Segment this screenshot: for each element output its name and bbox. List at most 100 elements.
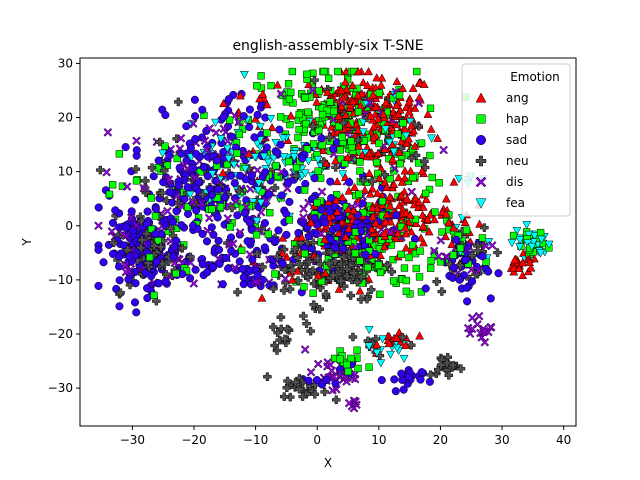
data-point-fea	[229, 161, 239, 170]
data-point-dis	[434, 251, 443, 261]
data-point-neu	[160, 166, 169, 175]
data-point-sad	[114, 252, 124, 261]
data-point-ang	[306, 218, 316, 227]
data-point-dis	[351, 242, 360, 252]
data-point-ang	[373, 114, 383, 123]
data-point-ang	[367, 203, 377, 212]
data-point-sad	[168, 217, 178, 226]
data-point-hap	[286, 120, 294, 129]
data-point-neu	[279, 392, 289, 401]
data-point-sad	[304, 376, 313, 385]
data-point-dis	[139, 183, 149, 193]
data-point-neu	[178, 243, 187, 253]
data-point-sad	[94, 245, 103, 254]
data-point-hap	[365, 236, 373, 244]
data-point-hap	[161, 142, 169, 150]
data-point-sad	[108, 218, 118, 227]
data-point-sad	[165, 151, 174, 160]
data-point-ang	[392, 100, 401, 110]
data-point-ang	[258, 89, 268, 98]
y-tick-label: −10	[48, 273, 73, 287]
data-point-ang	[393, 228, 403, 237]
data-point-neu	[467, 251, 477, 260]
data-point-ang	[321, 268, 330, 277]
data-point-hap	[257, 72, 265, 80]
legend: Emotion ang hap sad neu dis fea	[461, 63, 571, 217]
data-point-dis	[245, 184, 255, 194]
data-point-hap	[252, 231, 261, 239]
data-point-neu	[291, 171, 301, 181]
data-point-ang	[348, 96, 358, 105]
data-point-sad	[151, 204, 160, 213]
data-point-sad	[230, 179, 239, 188]
data-point-neu	[141, 176, 150, 186]
data-point-ang	[406, 166, 416, 175]
data-point-dis	[308, 85, 317, 95]
data-point-sad	[468, 277, 477, 286]
data-point-neu	[280, 334, 290, 344]
data-point-hap	[365, 363, 373, 371]
data-point-sad	[238, 264, 247, 274]
data-point-hap	[376, 290, 384, 298]
data-point-hap	[115, 150, 124, 158]
data-point-ang	[378, 109, 388, 118]
data-point-sad	[322, 375, 331, 385]
data-point-sad	[212, 156, 221, 165]
data-point-neu	[444, 371, 454, 380]
data-point-sad	[461, 255, 470, 264]
data-point-neu	[309, 279, 319, 288]
data-point-hap	[324, 74, 333, 83]
data-point-neu	[357, 272, 366, 282]
data-point-sad	[243, 237, 252, 246]
data-point-hap	[300, 283, 308, 291]
data-point-dis	[122, 182, 132, 192]
data-point-sad	[494, 269, 503, 278]
data-point-neu	[279, 286, 289, 295]
data-point-ang	[334, 111, 343, 120]
data-point-dis	[277, 167, 286, 177]
data-point-neu	[328, 271, 338, 280]
data-point-sad	[235, 257, 244, 266]
data-point-dis	[474, 311, 484, 321]
data-point-ang	[418, 202, 428, 211]
data-point-hap	[351, 228, 360, 236]
data-point-ang	[366, 111, 375, 120]
data-point-sad	[215, 259, 224, 268]
data-point-sad	[261, 168, 270, 177]
data-point-dis	[474, 266, 484, 275]
data-point-hap	[285, 216, 294, 224]
data-point-ang	[525, 257, 534, 266]
data-point-neu	[420, 157, 429, 166]
data-point-fea	[269, 154, 279, 163]
data-point-neu	[346, 291, 355, 300]
data-point-neu	[109, 238, 118, 248]
data-point-ang	[355, 286, 365, 295]
data-point-fea	[427, 134, 436, 143]
data-point-hap	[285, 157, 293, 166]
data-point-hap	[235, 130, 244, 139]
data-point-dis	[467, 324, 477, 334]
data-point-sad	[214, 185, 223, 194]
data-point-sad	[463, 297, 472, 306]
data-point-fea	[250, 153, 260, 162]
data-point-ang	[368, 90, 378, 99]
data-point-neu	[321, 290, 331, 299]
data-point-neu	[96, 165, 105, 175]
data-point-neu	[125, 280, 135, 290]
data-point-fea	[507, 239, 517, 248]
data-point-neu	[287, 265, 297, 275]
data-point-ang	[320, 234, 330, 244]
data-point-fea	[376, 359, 386, 368]
data-point-hap	[356, 257, 364, 265]
data-point-ang	[365, 189, 375, 198]
data-point-ang	[424, 227, 434, 236]
data-point-neu	[331, 163, 340, 172]
data-point-fea	[389, 147, 399, 157]
data-point-neu	[493, 248, 502, 257]
data-point-ang	[419, 79, 429, 88]
data-point-sad	[191, 134, 200, 144]
plot-frame	[79, 57, 577, 427]
data-point-hap	[426, 264, 435, 272]
data-point-ang	[368, 212, 378, 221]
data-point-sad	[191, 112, 200, 121]
